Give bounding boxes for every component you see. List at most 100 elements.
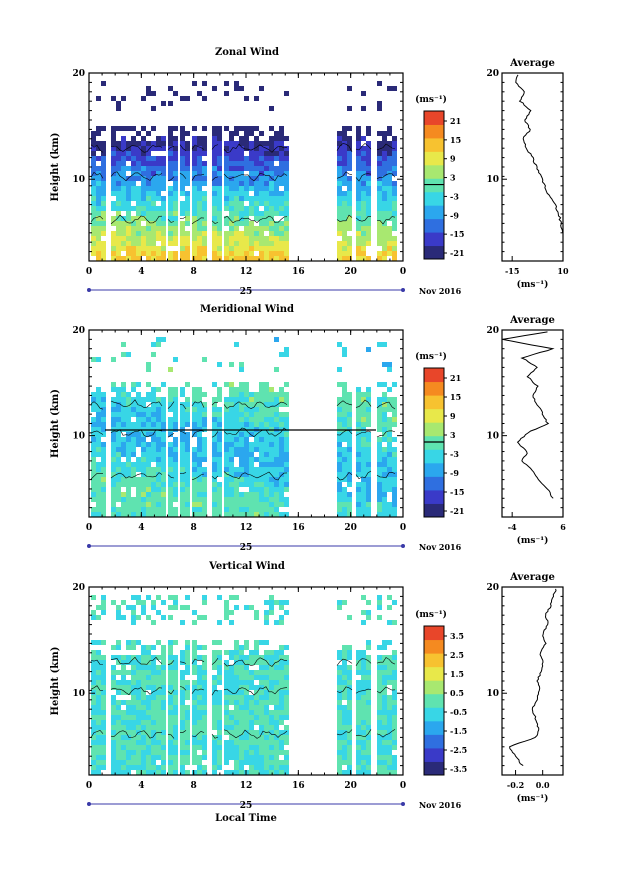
heatmap-cell bbox=[91, 176, 96, 181]
heatmap-cell bbox=[279, 181, 284, 186]
heatmap-cell bbox=[185, 660, 190, 665]
heatmap-cell bbox=[141, 236, 146, 241]
heatmap-cell bbox=[274, 482, 279, 487]
heatmap-cell bbox=[264, 497, 269, 502]
heatmap-cell bbox=[91, 422, 96, 427]
heatmap-cell bbox=[347, 750, 352, 755]
heatmap-cell bbox=[284, 186, 289, 191]
heatmap-cell bbox=[244, 131, 249, 136]
heatmap-cell bbox=[342, 755, 347, 760]
heatmap-cell bbox=[136, 690, 141, 695]
heatmap-cell bbox=[377, 655, 382, 660]
heatmap-cell bbox=[180, 740, 185, 745]
heatmap-cell bbox=[269, 417, 274, 422]
heatmap-cell bbox=[264, 221, 269, 226]
heatmap-cell bbox=[234, 685, 239, 690]
heatmap-cell bbox=[249, 760, 254, 765]
heatmap-cell bbox=[173, 397, 178, 402]
heatmap-cell bbox=[131, 146, 136, 151]
heatmap-cell bbox=[180, 502, 185, 507]
heatmap-cell bbox=[101, 610, 106, 615]
heatmap-cell bbox=[111, 512, 116, 517]
y-axis-label: Height (km) bbox=[50, 133, 61, 202]
month-label: Nov 2016 bbox=[419, 286, 462, 296]
heatmap-cell bbox=[264, 156, 269, 161]
heatmap-cell bbox=[96, 412, 101, 417]
heatmap-cell bbox=[96, 171, 101, 176]
heatmap-cell bbox=[259, 407, 264, 412]
heatmap-cell bbox=[387, 670, 392, 675]
heatmap-cell bbox=[161, 750, 166, 755]
heatmap-cell bbox=[342, 760, 347, 765]
heatmap-cell bbox=[131, 256, 136, 261]
heatmap-cell bbox=[212, 705, 217, 710]
heatmap-cell bbox=[116, 151, 121, 156]
heatmap-cell bbox=[361, 146, 366, 151]
heatmap-cell bbox=[197, 715, 202, 720]
heatmap-cell bbox=[284, 670, 289, 675]
heatmap-cell bbox=[239, 136, 244, 141]
heatmap-cell bbox=[229, 482, 234, 487]
heatmap-cell bbox=[361, 462, 366, 467]
heatmap-cell bbox=[249, 710, 254, 715]
heatmap-cell bbox=[284, 442, 289, 447]
heatmap-cell bbox=[91, 131, 96, 136]
heatmap-cell bbox=[151, 216, 156, 221]
heatmap-cell bbox=[229, 755, 234, 760]
heatmap-cell bbox=[337, 432, 342, 437]
heatmap-cell bbox=[101, 216, 106, 221]
heatmap-cell bbox=[244, 161, 249, 166]
heatmap-cell bbox=[387, 487, 392, 492]
heatmap-cell bbox=[101, 755, 106, 760]
heatmap-cell bbox=[192, 211, 197, 216]
heatmap-cell bbox=[151, 690, 156, 695]
heatmap-cell bbox=[239, 432, 244, 437]
heatmap-cell bbox=[156, 156, 161, 161]
heatmap-cell bbox=[185, 151, 190, 156]
heatmap-cell bbox=[342, 126, 347, 131]
profile-frame bbox=[501, 329, 564, 518]
heatmap-cell bbox=[224, 715, 229, 720]
heatmap-cell bbox=[192, 412, 197, 417]
heatmap-cell bbox=[361, 211, 366, 216]
heatmap-cell bbox=[212, 196, 217, 201]
heatmap-cell bbox=[249, 196, 254, 201]
heatmap-cell bbox=[111, 670, 116, 675]
heatmap-cell bbox=[141, 437, 146, 442]
heatmap-cell bbox=[185, 422, 190, 427]
x-tick-label: 0 bbox=[86, 781, 92, 791]
heatmap-cell bbox=[337, 650, 342, 655]
heatmap-cell bbox=[279, 417, 284, 422]
heatmap-cell bbox=[121, 745, 126, 750]
heatmap-cell bbox=[377, 342, 382, 347]
heatmap-cell bbox=[254, 705, 259, 710]
heatmap-cell bbox=[146, 86, 151, 91]
heatmap-cell bbox=[264, 700, 269, 705]
heatmap-cell bbox=[234, 720, 239, 725]
heatmap-cell bbox=[173, 161, 178, 166]
heatmap-cell bbox=[387, 467, 392, 472]
heatmap-cell bbox=[387, 507, 392, 512]
heatmap-cell bbox=[337, 725, 342, 730]
heatmap-cell bbox=[151, 352, 156, 357]
heatmap-cell bbox=[224, 397, 229, 402]
heatmap-cell bbox=[136, 665, 141, 670]
heatmap-cell bbox=[392, 507, 397, 512]
heatmap-cell bbox=[342, 146, 347, 151]
heatmap-cell bbox=[126, 705, 131, 710]
heatmap-cell bbox=[217, 755, 222, 760]
heatmap-cell bbox=[392, 221, 397, 226]
heatmap-cell bbox=[254, 226, 259, 231]
heatmap-cell bbox=[264, 745, 269, 750]
heatmap-cell bbox=[249, 231, 254, 236]
heatmap-cell bbox=[111, 141, 116, 146]
heatmap-cell bbox=[224, 447, 229, 452]
heatmap-cell bbox=[185, 685, 190, 690]
heatmap-cell bbox=[264, 417, 269, 422]
heatmap-cell bbox=[192, 447, 197, 452]
heatmap-cell bbox=[91, 251, 96, 256]
heatmap-cell bbox=[141, 226, 146, 231]
heatmap-cell bbox=[269, 181, 274, 186]
heatmap-cell bbox=[244, 236, 249, 241]
heatmap-cell bbox=[136, 186, 141, 191]
